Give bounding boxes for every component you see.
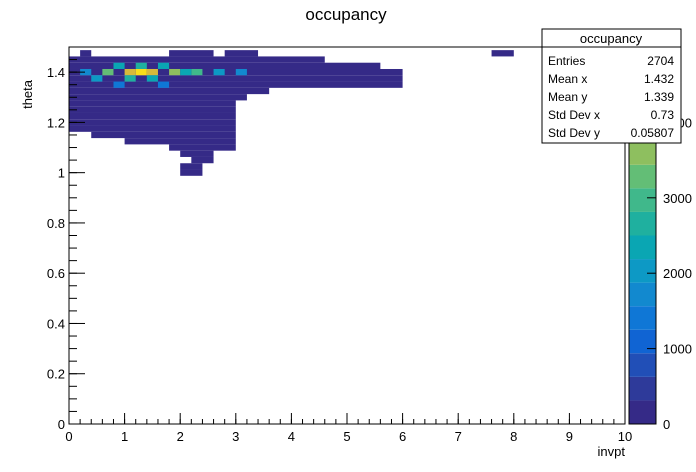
palette-swatch — [629, 141, 656, 165]
heatmap-bin-strip — [69, 94, 247, 101]
x-axis: 0 1 2 3 4 5 6 7 8 9 10 — [65, 413, 632, 444]
heatmap-bin — [235, 68, 247, 76]
heatmap-bin-strip — [69, 125, 236, 132]
stats-stdx-value: 0.73 — [651, 108, 675, 122]
heatmap-bin-strip — [69, 62, 381, 69]
heatmap-cells — [69, 50, 514, 176]
x-tick-label: 0 — [65, 429, 72, 444]
heatmap-bin-strip — [69, 56, 325, 63]
palette-swatch — [629, 282, 656, 307]
heatmap-bin-strip — [69, 75, 403, 82]
y-tick-label: 1 — [58, 166, 65, 181]
x-tick-label: 5 — [343, 429, 350, 444]
heatmap-bin-strip — [69, 112, 236, 120]
heatmap-bin — [180, 68, 192, 76]
y-tick-label: 1.2 — [47, 115, 65, 130]
heatmap-bin-strip — [180, 150, 214, 157]
z-tick-label: 3000 — [663, 191, 692, 206]
heatmap-bin — [135, 62, 147, 69]
heatmap-bin — [113, 81, 125, 88]
palette-swatch — [629, 329, 656, 354]
stats-stdx-label: Std Dev x — [548, 108, 600, 122]
stats-stdy-value: 0.05807 — [631, 126, 675, 140]
z-tick-label: 0 — [663, 417, 670, 432]
x-tick-label: 2 — [177, 429, 184, 444]
heatmap-bin — [135, 68, 147, 76]
heatmap-bin-strip — [69, 81, 403, 88]
heatmap-bin — [169, 68, 181, 76]
stats-meany-value: 1.339 — [644, 90, 674, 104]
heatmap-bin — [146, 68, 158, 76]
heatmap-bin — [80, 68, 92, 76]
palette-swatch — [629, 211, 656, 236]
heatmap-bin — [124, 68, 136, 76]
stats-title: occupancy — [580, 31, 643, 46]
heatmap-bin-strip — [180, 169, 203, 176]
palette-swatch — [629, 164, 656, 189]
x-axis-label: invpt — [598, 444, 626, 459]
heatmap-bin — [102, 68, 114, 76]
x-tick-label: 7 — [455, 429, 462, 444]
heatmap-bin-strip — [80, 50, 92, 57]
x-tick-label: 3 — [232, 429, 239, 444]
heatmap-bin-strip — [69, 87, 270, 95]
y-tick-label: 0.2 — [47, 367, 65, 382]
stats-meany-label: Mean y — [548, 90, 587, 104]
heatmap-bin — [124, 75, 136, 82]
stats-entries-value: 2704 — [647, 54, 674, 68]
heatmap-bin — [91, 75, 103, 82]
heatmap-bin-strip — [224, 50, 259, 57]
heatmap-bin — [157, 62, 170, 69]
z-tick-label: 1000 — [663, 342, 692, 357]
stats-entries-label: Entries — [548, 54, 585, 68]
heatmap-bin-strip — [69, 100, 236, 107]
heatmap-bin — [191, 68, 203, 76]
y-axis: 0 0.2 0.4 0.6 0.8 1 1.2 1.4 — [47, 46, 85, 432]
heatmap-bin-strip — [169, 50, 214, 57]
chart-title: occupancy — [305, 5, 387, 24]
heatmap-bin-strip — [180, 163, 203, 170]
x-tick-label: 10 — [618, 429, 632, 444]
heatmap-bin-strip — [69, 106, 236, 113]
y-tick-label: 0 — [58, 417, 65, 432]
z-tick-label: 2000 — [663, 266, 692, 281]
stats-meanx-value: 1.432 — [644, 72, 674, 86]
palette-swatch — [629, 235, 656, 260]
x-tick-label: 6 — [399, 429, 406, 444]
heatmap-bin-strip — [191, 156, 214, 164]
palette-swatch — [629, 376, 656, 401]
x-tick-label: 8 — [510, 429, 517, 444]
stats-stdy-label: Std Dev y — [548, 126, 600, 140]
heatmap-bin-strip — [491, 50, 514, 57]
x-tick-label: 9 — [566, 429, 573, 444]
y-tick-label: 1.4 — [47, 65, 65, 80]
heatmap-bin — [157, 81, 170, 88]
heatmap-bin-strip — [69, 119, 236, 126]
stats-box: occupancy Entries 2704 Mean x 1.432 Mean… — [541, 28, 682, 144]
palette-swatch — [629, 306, 656, 330]
palette-swatch — [629, 188, 656, 212]
palette-swatch — [629, 259, 656, 283]
palette-swatch — [629, 353, 656, 377]
y-tick-label: 0.8 — [47, 216, 65, 231]
palette-swatch — [629, 400, 656, 424]
x-tick-label: 4 — [288, 429, 295, 444]
stats-meanx-label: Mean x — [548, 72, 587, 86]
x-tick-label: 1 — [121, 429, 128, 444]
heatmap-bin-strip — [91, 131, 236, 139]
heatmap-bin — [213, 68, 225, 76]
heatmap-bin-strip — [124, 138, 236, 145]
heatmap-bin — [113, 62, 125, 69]
y-axis-label: theta — [20, 79, 35, 109]
color-palette — [628, 46, 657, 425]
heatmap-bin-strip — [169, 144, 236, 151]
heatmap-bin — [146, 75, 158, 82]
y-tick-label: 0.4 — [47, 316, 65, 331]
y-tick-label: 0.6 — [47, 266, 65, 281]
